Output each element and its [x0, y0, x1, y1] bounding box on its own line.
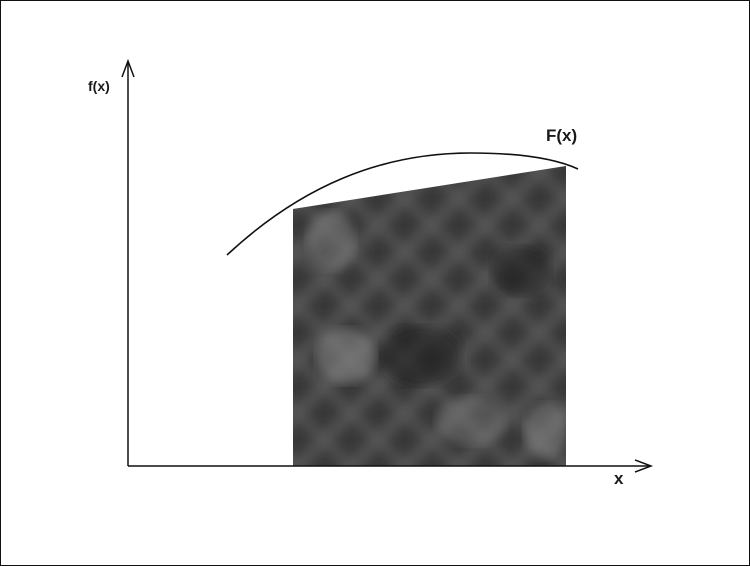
x-axis-arrow-icon	[634, 459, 654, 473]
curve-F-of-x	[226, 152, 579, 256]
curve-label: F(x)	[546, 126, 577, 145]
y-axis-label: f(x)	[88, 78, 110, 94]
y-axis-arrow-icon	[121, 58, 135, 78]
shaded-area-trapezoid	[293, 166, 566, 466]
x-axis-label: x	[614, 469, 624, 488]
